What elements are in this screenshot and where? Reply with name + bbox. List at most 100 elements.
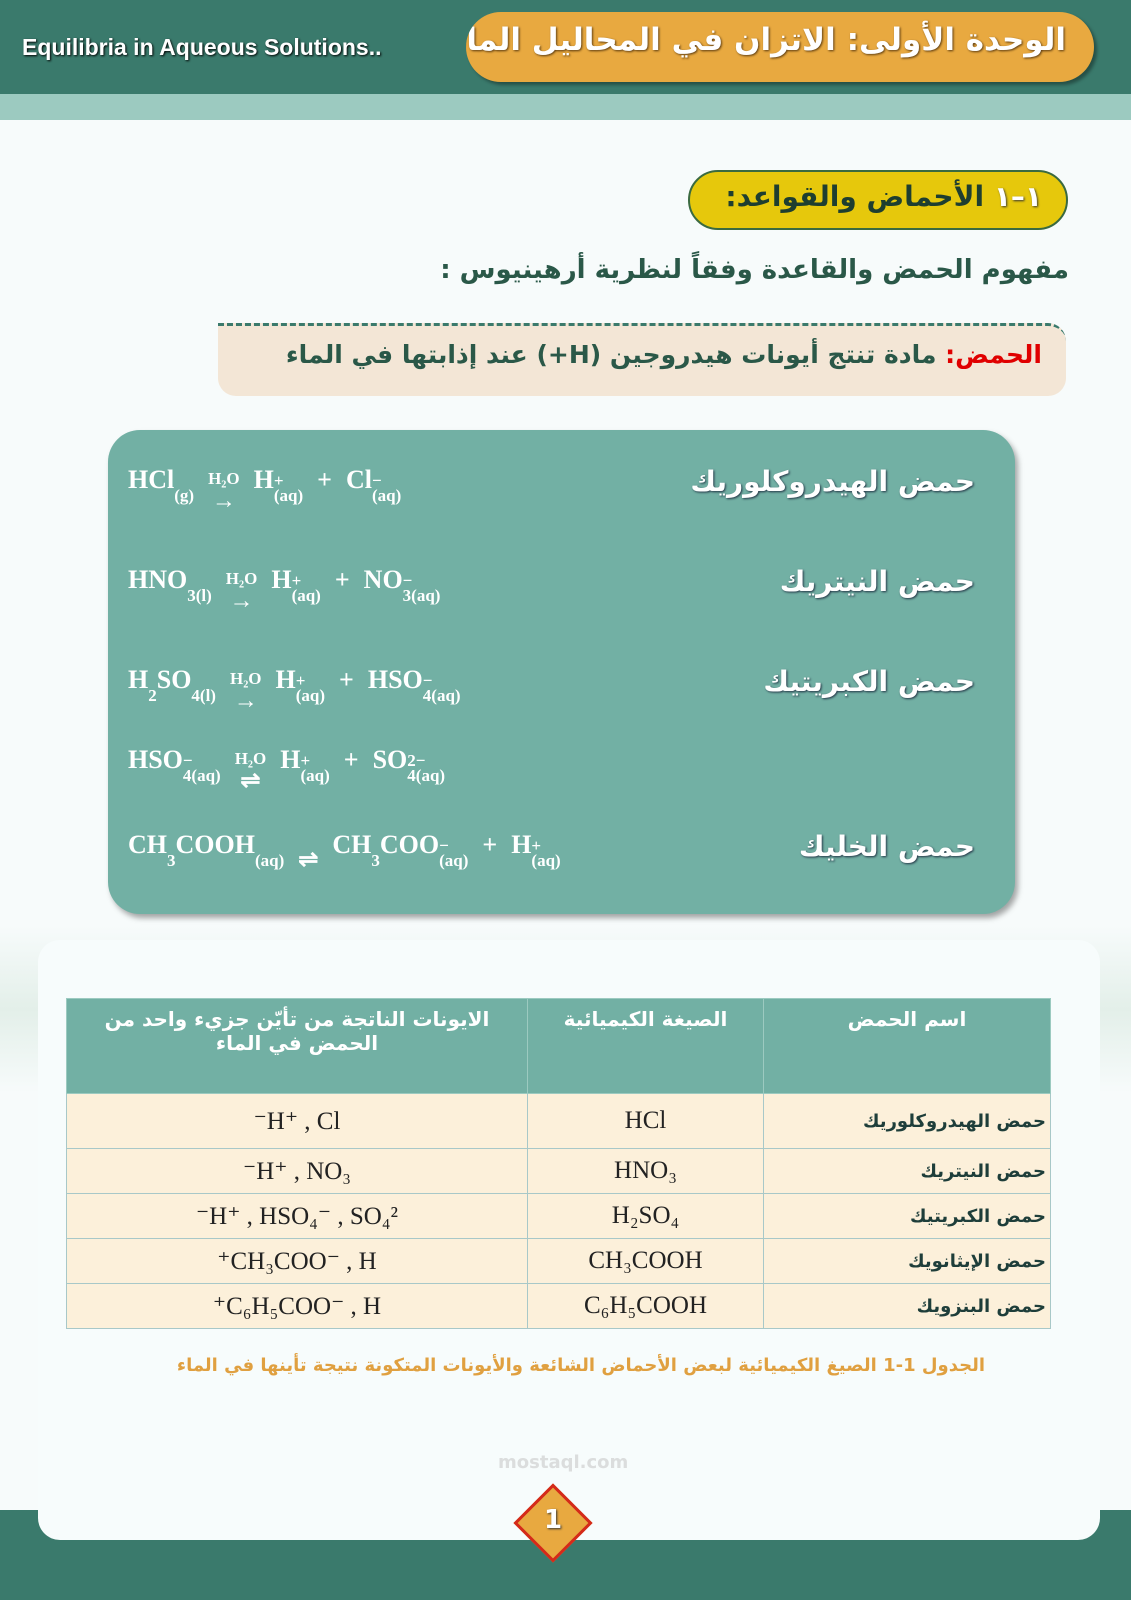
- chemical-species: H + (aq): [275, 665, 326, 706]
- page-number: 1: [543, 1505, 563, 1535]
- chemical-species: H + (aq): [271, 565, 321, 606]
- acid-name: حمض الإيثانويك: [763, 1238, 1051, 1284]
- definition-label: الحمض:: [945, 340, 1042, 369]
- charge: +: [273, 471, 284, 491]
- chemical-species: H 2 SO 4(l): [128, 665, 216, 706]
- reaction-arrow: H₂O ⇌: [234, 748, 267, 794]
- definition-text: مادة تنتج أيونات هيدروجين (H+) عند إذابت…: [285, 340, 937, 369]
- chemical-equation: HNO 3(l) H₂O → H + (aq) + NO −3(aq): [128, 565, 440, 616]
- sub-superscript: + (aq): [295, 671, 325, 704]
- arrow-glyph: →: [211, 488, 236, 514]
- chemical-equation: HSO −4(aq) H₂O ⇌ H + (aq) + SO 2− 4(aq): [128, 745, 445, 796]
- acid-name: حمض الخليك: [798, 830, 975, 863]
- charge: −: [182, 751, 193, 771]
- charge: +: [531, 836, 542, 856]
- subscript: (g): [174, 486, 195, 506]
- header-ions: الايونات الناتجة من تأيّن جزيء واحد من ا…: [66, 998, 528, 1094]
- charge: 2−: [407, 751, 426, 771]
- charge: −: [439, 836, 449, 856]
- acid-name: حمض البنزويك: [763, 1283, 1051, 1329]
- chemical-species: NO −3(aq): [363, 565, 441, 606]
- sub-superscript: + (aq): [273, 471, 304, 506]
- charge: −: [371, 471, 382, 491]
- acid-ions: H⁺ , NO₃⁻: [66, 1148, 528, 1194]
- acid-name: حمض النيتريك: [763, 1148, 1051, 1194]
- reaction-arrow: H₂O →: [225, 568, 258, 614]
- table-row: حمض البنزويك C₆H₅COOH C₆H₅COO⁻ , H⁺: [66, 1283, 1051, 1329]
- sub-superscript: 3: [371, 838, 380, 871]
- subscript: (aq): [273, 486, 304, 506]
- sub-superscript: − (aq): [371, 471, 401, 504]
- table-row: حمض الهيدروكلوريك HCl H⁺ , Cl⁻: [66, 1093, 1051, 1149]
- subscript: 3: [371, 851, 380, 871]
- table-row: حمض الكبريتيك H₂SO₄ H⁺ , HSO₄⁻ , SO₄²⁻: [66, 1193, 1051, 1239]
- equation-row: HSO −4(aq) H₂O ⇌ H + (aq) + SO 2− 4(aq): [108, 735, 1015, 795]
- sub-superscript: 2− 4(aq): [407, 751, 446, 786]
- subscript: 4(aq): [182, 766, 221, 786]
- subscript: 2: [148, 686, 157, 706]
- subscript: (aq): [531, 851, 561, 871]
- acid-name: حمض الهيدروكلوريك: [763, 1093, 1051, 1149]
- charge: +: [295, 671, 306, 691]
- subtitle: مفهوم الحمض والقاعدة وفقاً لنظرية أرهيني…: [440, 255, 1069, 285]
- chemical-species: H + (aq): [253, 465, 304, 506]
- sub-superscript: −3(aq): [402, 571, 441, 604]
- plus-sign: +: [334, 565, 350, 594]
- subscript: 4(aq): [407, 766, 446, 786]
- chemical-species: HNO 3(l): [128, 565, 212, 606]
- chemical-equation: HCl (g) H₂O → H + (aq) + Cl − (aq): [128, 465, 401, 516]
- definition-box: الحمض: مادة تنتج أيونات هيدروجين (H+) عن…: [218, 323, 1066, 396]
- chemical-species: HSO −4(aq): [367, 665, 461, 706]
- chemical-species: Cl − (aq): [345, 465, 402, 506]
- acid-ions: H⁺ , HSO₄⁻ , SO₄²⁻: [66, 1193, 528, 1239]
- chemical-species: HSO −4(aq): [128, 745, 221, 786]
- header-formula: الصيغة الكيميائية: [527, 998, 764, 1094]
- arrow-glyph: →: [233, 688, 258, 714]
- acid-formula: HNO₃: [527, 1148, 764, 1194]
- chemical-species: H + (aq): [511, 830, 561, 871]
- charge: −: [402, 571, 413, 591]
- table-row: حمض النيتريك HNO₃ H⁺ , NO₃⁻: [66, 1148, 1051, 1194]
- acid-formula: H₂SO₄: [527, 1193, 764, 1239]
- acid-name: حمض الكبريتيك: [763, 1193, 1051, 1239]
- header-stripe: [0, 94, 1131, 120]
- arrow-condition: H₂O: [234, 749, 267, 768]
- chemical-species: HCl (g): [128, 465, 195, 506]
- subscript: 3: [167, 851, 176, 871]
- plus-sign: +: [343, 745, 359, 774]
- equation-row: CH 3 COOH (aq) ⇌ CH 3 COO − (aq) + H + (aq) حمض الخليك: [108, 820, 1015, 880]
- table-header-row: اسم الحمض الصيغة الكيميائية الايونات الن…: [66, 998, 1051, 1094]
- section-title: الأحماض والقواعد:: [725, 180, 985, 213]
- sub-superscript: − (aq): [439, 836, 469, 871]
- subscript: (aq): [254, 851, 285, 871]
- charge: −: [422, 671, 433, 691]
- chemical-species: SO 2− 4(aq): [372, 745, 446, 786]
- watermark: mostaql.com: [498, 1452, 629, 1473]
- section-heading: ١–١ الأحماض والقواعد:: [688, 170, 1068, 230]
- chemical-equation: CH 3 COOH (aq) ⇌ CH 3 COO − (aq) + H + (aq): [128, 830, 561, 875]
- header-acid-name: اسم الحمض: [763, 998, 1051, 1094]
- subscript: (aq): [439, 851, 469, 871]
- plus-sign: +: [339, 665, 354, 694]
- equation-row: H 2 SO 4(l) H₂O → H + (aq) + HSO −4(aq) حمض الكبريتي…: [108, 655, 1015, 715]
- reaction-arrow: ⇌: [298, 847, 319, 873]
- arrow-condition: H₂O: [225, 569, 258, 588]
- table-row: حمض الإيثانويك CH₃COOH CH₃COO⁻ , H⁺: [66, 1238, 1051, 1284]
- english-title: Equilibria in Aqueous Solutions..: [22, 34, 382, 60]
- sub-superscript: −4(aq): [182, 751, 221, 786]
- acid-ions: H⁺ , Cl⁻: [66, 1093, 528, 1149]
- sub-superscript: + (aq): [531, 836, 561, 871]
- chemical-species: H + (aq): [280, 745, 330, 786]
- sub-superscript: 3(l): [187, 573, 212, 604]
- section-number: ١–١: [993, 180, 1042, 213]
- sub-superscript: (g): [174, 473, 195, 506]
- chemical-species: CH 3 COO − (aq): [332, 830, 469, 871]
- arrow-glyph: →: [229, 588, 254, 614]
- acid-ions: CH₃COO⁻ , H⁺: [66, 1238, 528, 1284]
- subscript: (aq): [300, 766, 330, 786]
- chemical-species: CH 3 COOH (aq): [128, 830, 285, 871]
- acid-formula: HCl: [527, 1093, 764, 1149]
- acids-table: اسم الحمض الصيغة الكيميائية الايونات الن…: [66, 998, 1051, 1329]
- arrow-glyph: ⇌: [298, 847, 319, 873]
- arrow-glyph: ⇌: [240, 768, 261, 794]
